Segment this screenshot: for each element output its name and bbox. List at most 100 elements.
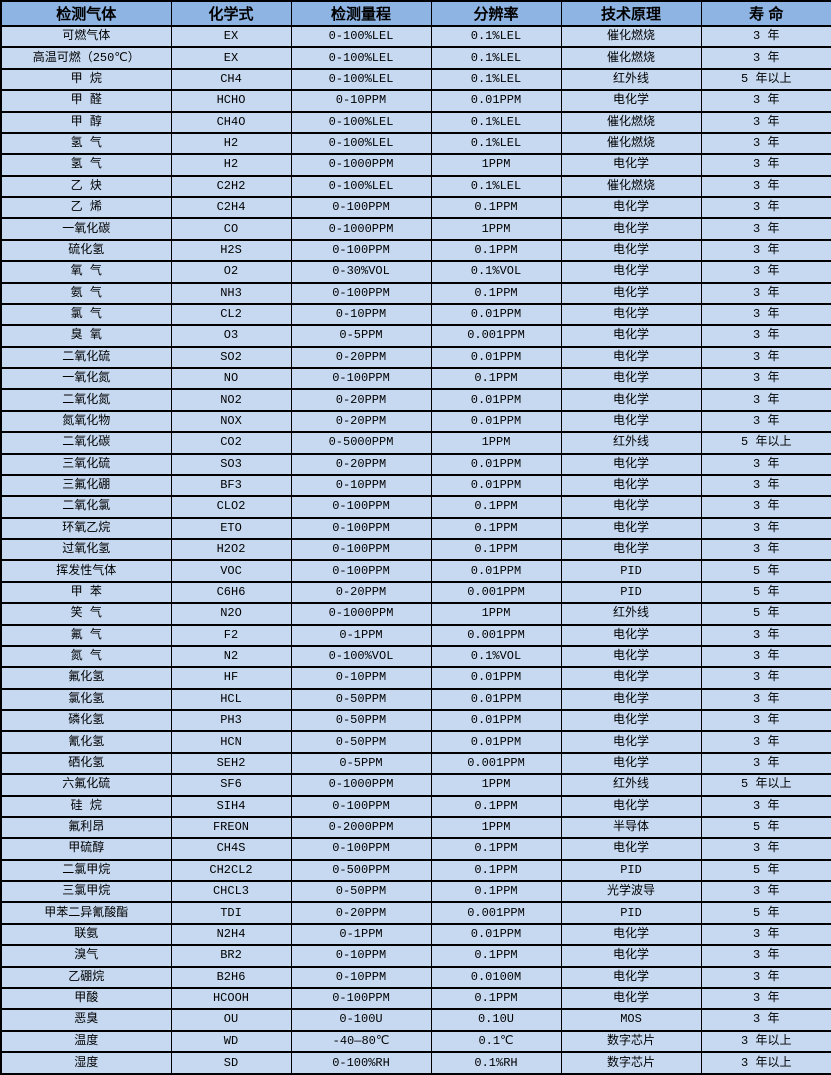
cell-resolution: 0.1PPM (430, 837, 562, 861)
cell-resolution: 0.1%RH (430, 1051, 562, 1075)
cell-range: 0-1PPM (290, 623, 432, 647)
cell-principle: 电化学 (560, 708, 702, 733)
cell-gas: 恶臭 (0, 1008, 172, 1032)
cell-gas: 环氧乙烷 (0, 516, 172, 541)
header-row: 检测气体 化学式 检测量程 分辨率 技术原理 寿 命 (0, 0, 831, 27)
col-header-formula: 化学式 (170, 0, 292, 27)
cell-formula: OU (170, 1008, 292, 1032)
table-row: 甲酸 HCOOH 0-100PPM 0.1PPM 电化学 3 年 (0, 986, 831, 1011)
cell-resolution: 0.01PPM (430, 687, 562, 712)
table-body: 可燃气体 EX 0-100%LEL 0.1%LEL 催化燃烧 3 年高温可燃（250℃） E… (0, 24, 831, 1075)
cell-formula: TDI (170, 901, 292, 925)
cell-resolution: 0.01PPM (430, 409, 562, 434)
cell-lifespan: 5 年 (700, 858, 831, 883)
cell-principle: 红外线 (560, 602, 702, 626)
table-row: 氧 气 O2 0-30%VOL 0.1%VOL 电化学 3 年 (0, 260, 831, 284)
cell-gas: 硫化氢 (0, 238, 172, 263)
cell-principle: 电化学 (560, 452, 702, 476)
table-row: 乙 炔 C2H2 0-100%LEL 0.1%LEL 催化燃烧 3 年 (0, 174, 831, 199)
cell-gas: 甲酸 (0, 986, 172, 1011)
cell-lifespan: 3 年 (700, 345, 831, 370)
cell-gas: 甲 苯 (0, 580, 172, 605)
cell-range: 0-100PPM (290, 195, 432, 220)
cell-lifespan: 3 年 (700, 409, 831, 434)
table-row: 三氯甲烷 CHCL3 0-50PPM 0.1PPM 光学波导 3 年 (0, 879, 831, 904)
cell-gas: 甲 醇 (0, 110, 172, 134)
cell-gas: 甲苯二异氰酸酯 (0, 901, 172, 925)
cell-range: 0-50PPM (290, 687, 432, 712)
cell-resolution: 0.001PPM (430, 324, 562, 348)
cell-formula: HCL (170, 687, 292, 712)
cell-principle: 电化学 (560, 837, 702, 861)
cell-principle: 电化学 (560, 281, 702, 305)
cell-gas: 氯 气 (0, 302, 172, 327)
table-row: 二氧化氯 CLO2 0-100PPM 0.1PPM 电化学 3 年 (0, 495, 831, 519)
cell-gas: 氢 气 (0, 153, 172, 177)
cell-resolution: 0.01PPM (430, 666, 562, 690)
cell-resolution: 0.01PPM (430, 302, 562, 327)
cell-lifespan: 3 年 (700, 174, 831, 199)
cell-lifespan: 3 年 (700, 751, 831, 776)
cell-principle: 电化学 (560, 922, 702, 947)
cell-range: 0-1PPM (290, 922, 432, 947)
cell-formula: O3 (170, 324, 292, 348)
cell-principle: 电化学 (560, 324, 702, 348)
cell-resolution: 0.01PPM (430, 559, 562, 583)
cell-gas: 一氧化碳 (0, 217, 172, 241)
cell-resolution: 0.01PPM (430, 345, 562, 370)
cell-gas: 氰化氢 (0, 730, 172, 754)
cell-resolution: 0.001PPM (430, 751, 562, 776)
table-row: 臭 氧 O3 0-5PPM 0.001PPM 电化学 3 年 (0, 324, 831, 348)
cell-range: 0-500PPM (290, 858, 432, 883)
cell-formula: SIH4 (170, 794, 292, 818)
cell-principle: 电化学 (560, 473, 702, 498)
cell-formula: EX (170, 46, 292, 70)
cell-gas: 过氧化氢 (0, 537, 172, 562)
cell-principle: 数字芯片 (560, 1029, 702, 1054)
cell-lifespan: 3 年 (700, 260, 831, 284)
cell-range: 0-20PPM (290, 345, 432, 370)
cell-formula: SO2 (170, 345, 292, 370)
table-row: 甲 醛 HCHO 0-10PPM 0.01PPM 电化学 3 年 (0, 89, 831, 113)
cell-gas: 氢 气 (0, 131, 172, 156)
cell-lifespan: 5 年 (700, 901, 831, 925)
cell-range: 0-100%LEL (290, 110, 432, 134)
cell-lifespan: 3 年 (700, 452, 831, 476)
cell-principle: 电化学 (560, 730, 702, 754)
table-row: 氰化氢 HCN 0-50PPM 0.01PPM 电化学 3 年 (0, 730, 831, 754)
table-row: 挥发性气体 VOC 0-100PPM 0.01PPM PID 5 年 (0, 559, 831, 583)
cell-resolution: 0.1PPM (430, 858, 562, 883)
cell-lifespan: 3 年以上 (700, 1029, 831, 1054)
cell-formula: CHCL3 (170, 879, 292, 904)
cell-principle: PID (560, 580, 702, 605)
cell-formula: C6H6 (170, 580, 292, 605)
cell-lifespan: 3 年 (700, 473, 831, 498)
cell-principle: 电化学 (560, 195, 702, 220)
cell-gas: 氨 气 (0, 281, 172, 305)
cell-gas: 甲 醛 (0, 89, 172, 113)
cell-formula: CO (170, 217, 292, 241)
cell-range: 0-2000PPM (290, 815, 432, 840)
table-row: 氮氧化物 NOX 0-20PPM 0.01PPM 电化学 3 年 (0, 409, 831, 434)
cell-principle: 电化学 (560, 687, 702, 712)
cell-principle: 催化燃烧 (560, 131, 702, 156)
cell-formula: O2 (170, 260, 292, 284)
table-row: 氟化氢 HF 0-10PPM 0.01PPM 电化学 3 年 (0, 666, 831, 690)
cell-principle: 电化学 (560, 794, 702, 818)
cell-principle: 催化燃烧 (560, 110, 702, 134)
cell-gas: 挥发性气体 (0, 559, 172, 583)
cell-range: 0-1000PPM (290, 217, 432, 241)
cell-gas: 联氨 (0, 922, 172, 947)
cell-lifespan: 3 年 (700, 922, 831, 947)
table-row: 硅 烷 SIH4 0-100PPM 0.1PPM 电化学 3 年 (0, 794, 831, 818)
cell-gas: 溴气 (0, 944, 172, 968)
cell-principle: 电化学 (560, 345, 702, 370)
table-row: 氢 气 H2 0-1000PPM 1PPM 电化学 3 年 (0, 153, 831, 177)
cell-resolution: 0.1PPM (430, 944, 562, 968)
cell-gas: 乙 烯 (0, 195, 172, 220)
table-row: 甲苯二异氰酸酯 TDI 0-20PPM 0.001PPM PID 5 年 (0, 901, 831, 925)
cell-range: 0-1000PPM (290, 602, 432, 626)
table-row: 氯化氢 HCL 0-50PPM 0.01PPM 电化学 3 年 (0, 687, 831, 712)
cell-range: 0-100PPM (290, 366, 432, 391)
